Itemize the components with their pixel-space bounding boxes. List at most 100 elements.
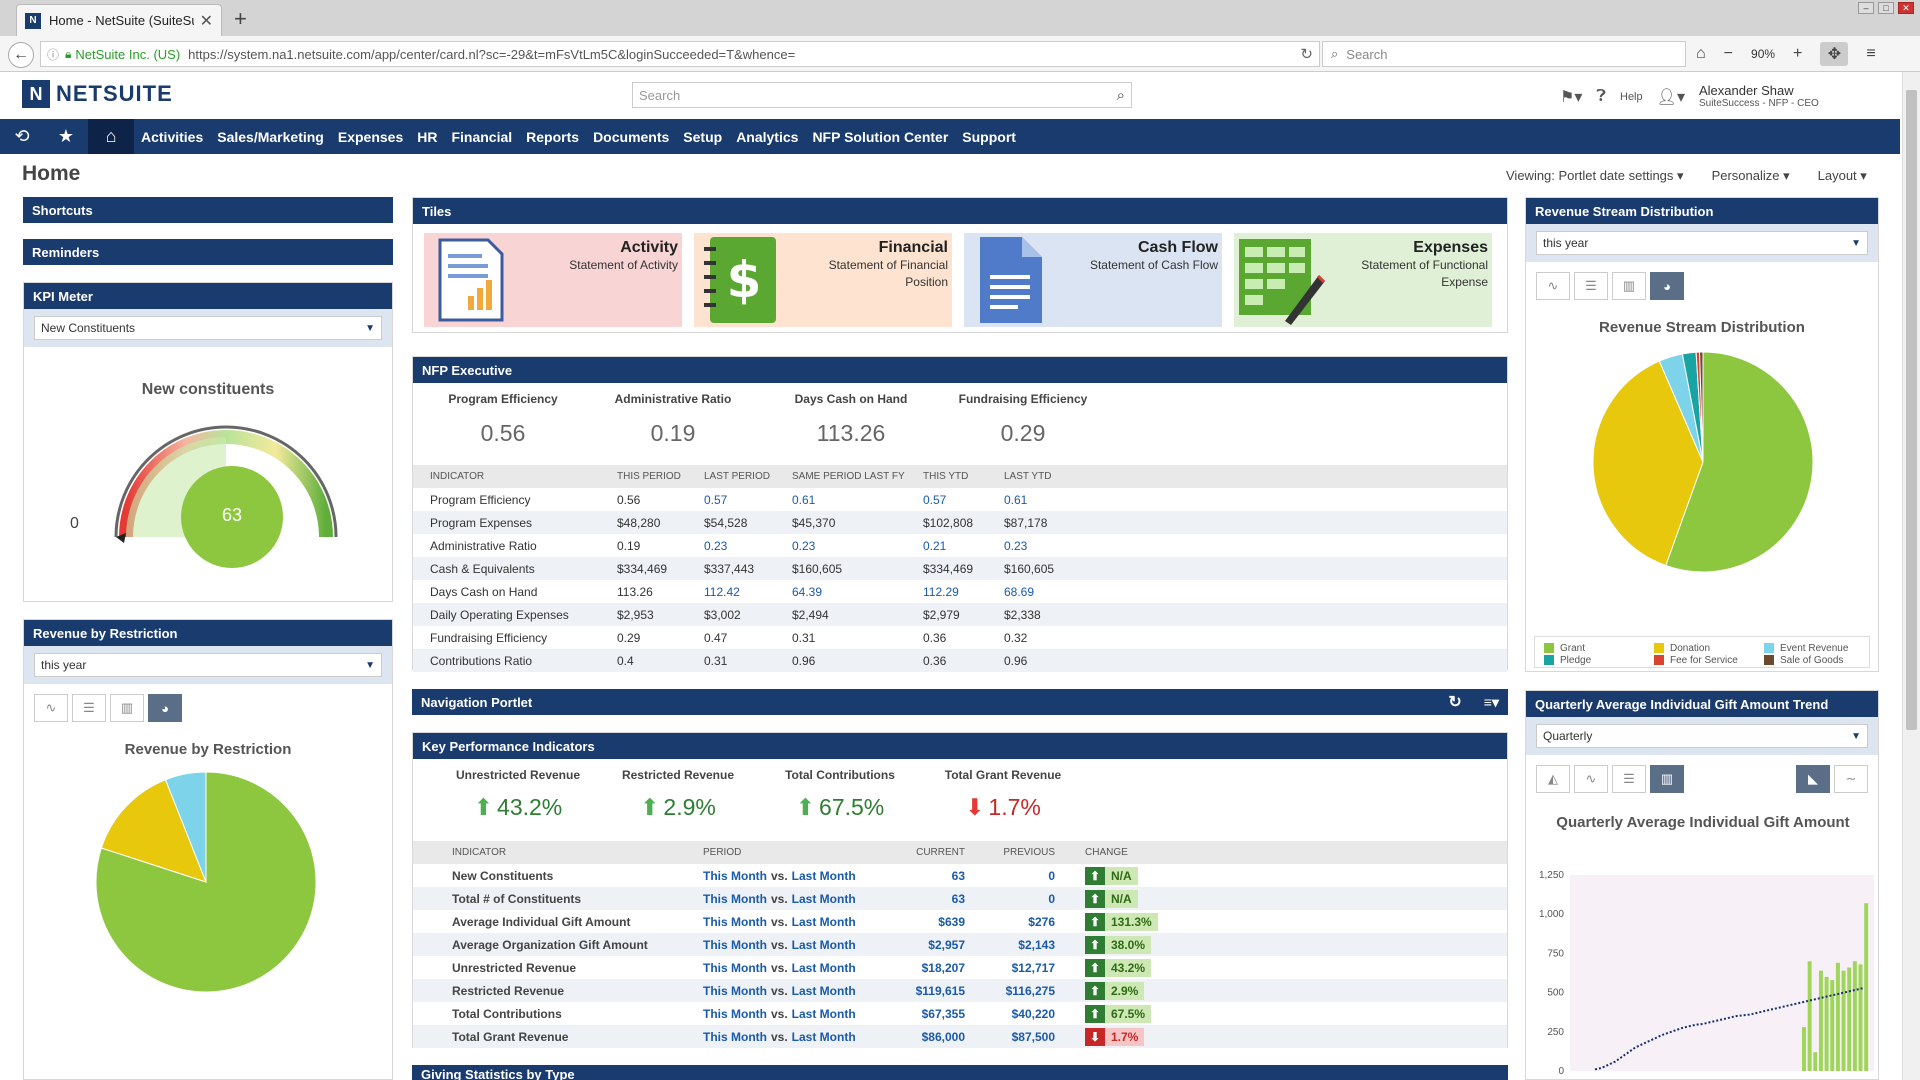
recent-records-icon[interactable]: ⚑▾	[1560, 88, 1583, 106]
value-cell[interactable]: 64.39	[792, 584, 823, 599]
pie-slice[interactable]	[1592, 360, 1704, 567]
period-cell[interactable]: This Month vs. Last Month	[695, 864, 875, 887]
horizontal-bar-icon[interactable]: ☰	[1574, 272, 1608, 300]
period-last-month-link[interactable]: Last Month	[791, 960, 856, 975]
portlet-menu-icon[interactable]: ≡▾	[1483, 693, 1499, 710]
menu-analytics[interactable]: Analytics	[736, 128, 799, 145]
trendline-off-icon[interactable]: ∼	[1834, 765, 1868, 793]
menu-nfp-solution-center[interactable]: NFP Solution Center	[812, 128, 949, 145]
bar-chart-icon[interactable]: ▥	[1612, 272, 1646, 300]
period-this-month-link[interactable]: This Month	[703, 937, 767, 952]
shortcuts-portlet-header[interactable]: Shortcuts	[23, 197, 393, 223]
kpi-meter-select[interactable]: New Constituents ▼	[34, 316, 382, 340]
value-cell[interactable]: 0.23	[1004, 538, 1028, 553]
user-info[interactable]: Alexander Shaw SuiteSuccess - NFP - CEO	[1699, 84, 1819, 110]
period-last-month-link[interactable]: Last Month	[791, 914, 856, 929]
revenue-stream-period-select[interactable]: this year ▼	[1536, 231, 1868, 255]
period-last-month-link[interactable]: Last Month	[791, 983, 856, 998]
new-tab-icon[interactable]: +	[234, 6, 247, 31]
personalize-dropdown[interactable]: Personalize	[1712, 168, 1790, 184]
tile-activity[interactable]: Activity Statement of Activity	[424, 233, 682, 327]
current-cell[interactable]: 63	[875, 887, 973, 910]
pie-slice[interactable]	[100, 779, 207, 883]
bar[interactable]	[1813, 1052, 1818, 1071]
previous-cell[interactable]: $87,500	[973, 1025, 1063, 1048]
netsuite-logo[interactable]: N NETSUITE	[22, 80, 173, 108]
bar-chart-icon[interactable]: ▥	[110, 694, 144, 722]
tile-cash-flow[interactable]: Cash Flow Statement of Cash Flow	[964, 233, 1222, 327]
current-cell[interactable]: 63	[951, 868, 965, 883]
bar[interactable]	[1841, 970, 1846, 1071]
window-close-icon[interactable]: ✕	[1898, 2, 1914, 14]
current-cell[interactable]: $2,957	[875, 933, 973, 956]
scrollbar-thumb[interactable]	[1906, 90, 1917, 730]
tile-financial[interactable]: $ Financial Statement of Financial Positi…	[694, 233, 952, 327]
period-last-month-link[interactable]: Last Month	[791, 868, 856, 883]
value-cell[interactable]: 112.42	[704, 584, 740, 599]
maximize-icon[interactable]: □	[1878, 2, 1894, 14]
extension-icon[interactable]: ✥	[1820, 42, 1849, 66]
period-cell[interactable]: This Month vs. Last Month	[695, 979, 875, 1002]
period-cell[interactable]: This Month vs. Last Month	[695, 910, 875, 933]
menu-setup[interactable]: Setup	[683, 128, 723, 145]
period-last-month-link[interactable]: Last Month	[791, 891, 856, 906]
menu-support[interactable]: Support	[962, 128, 1016, 145]
period-cell[interactable]: This Month vs. Last Month	[695, 887, 875, 910]
layout-dropdown[interactable]: Layout	[1818, 168, 1867, 184]
pie-chart-icon[interactable]: ◕	[148, 694, 182, 722]
restriction-period-select[interactable]: this year ▼	[34, 653, 382, 677]
period-this-month-link[interactable]: This Month	[703, 1029, 767, 1044]
help-icon[interactable]: ❓︎	[1596, 87, 1606, 105]
value-cell[interactable]: 68.69	[1004, 584, 1035, 599]
menu-activities[interactable]: Activities	[141, 128, 204, 145]
value-cell[interactable]: 0.21	[923, 538, 947, 553]
hamburger-menu-icon[interactable]: ≡	[1866, 45, 1876, 62]
current-cell[interactable]: $86,000	[875, 1025, 973, 1048]
gift-trend-period-select[interactable]: Quarterly ▼	[1536, 724, 1868, 748]
menu-hr[interactable]: HR	[417, 128, 438, 145]
menu-financial[interactable]: Financial	[451, 128, 513, 145]
period-this-month-link[interactable]: This Month	[703, 960, 767, 975]
trendline-on-icon[interactable]: ◣	[1796, 765, 1830, 793]
period-this-month-link[interactable]: This Month	[703, 1006, 767, 1021]
area-chart-icon[interactable]: ◭	[1536, 765, 1570, 793]
period-this-month-link[interactable]: This Month	[703, 868, 767, 883]
url-bar[interactable]: ⓘ 🔒︎ NetSuite Inc. (US) https://system.n…	[40, 41, 1320, 67]
period-cell[interactable]: This Month vs. Last Month	[695, 933, 875, 956]
line-chart-icon[interactable]: ∿	[34, 694, 68, 722]
period-cell[interactable]: This Month vs. Last Month	[695, 956, 875, 979]
bar[interactable]	[1858, 964, 1863, 1071]
back-arrow-icon[interactable]: ←	[8, 42, 34, 68]
previous-cell[interactable]: $116,275	[973, 979, 1063, 1002]
viewing-dropdown[interactable]: Viewing: Portlet date settings	[1506, 168, 1684, 184]
previous-cell[interactable]: 0	[1048, 868, 1055, 883]
period-last-month-link[interactable]: Last Month	[791, 1006, 856, 1021]
horizontal-bar-icon[interactable]: ☰	[72, 694, 106, 722]
bar[interactable]	[1852, 961, 1857, 1071]
page-scrollbar[interactable]	[1902, 72, 1920, 1080]
minimize-icon[interactable]: –	[1858, 2, 1874, 14]
bar-chart-icon[interactable]: ▥	[1650, 765, 1684, 793]
pie-chart-icon[interactable]: ◕	[1650, 272, 1684, 300]
value-cell[interactable]: 112.29	[923, 584, 959, 599]
pie-slice[interactable]	[164, 771, 207, 883]
bar[interactable]	[1835, 962, 1840, 1071]
current-cell[interactable]: $67,355	[921, 1006, 965, 1021]
bar[interactable]	[1802, 1027, 1806, 1071]
menu-documents[interactable]: Documents	[593, 128, 670, 145]
period-this-month-link[interactable]: This Month	[703, 983, 767, 998]
browser-tab[interactable]: N Home - NetSuite (SuiteSu... ✕	[16, 4, 222, 36]
value-cell[interactable]: 0.23	[792, 538, 816, 553]
refresh-icon[interactable]: ↻	[1448, 694, 1462, 711]
menu-reports[interactable]: Reports	[526, 128, 580, 145]
bar[interactable]	[1818, 970, 1823, 1071]
value-cell[interactable]: 0.23	[704, 538, 728, 553]
pie-slice[interactable]	[1699, 351, 1704, 463]
horizontal-bar-icon[interactable]: ☰	[1612, 765, 1646, 793]
line-chart-icon[interactable]: ∿	[1536, 272, 1570, 300]
global-search-input[interactable]: Search ⌕	[632, 82, 1132, 108]
current-cell[interactable]: $18,207	[921, 960, 965, 975]
bar[interactable]	[1864, 903, 1869, 1071]
star-icon[interactable]: ★	[57, 126, 75, 146]
home-icon[interactable]: ⌂	[88, 119, 134, 154]
